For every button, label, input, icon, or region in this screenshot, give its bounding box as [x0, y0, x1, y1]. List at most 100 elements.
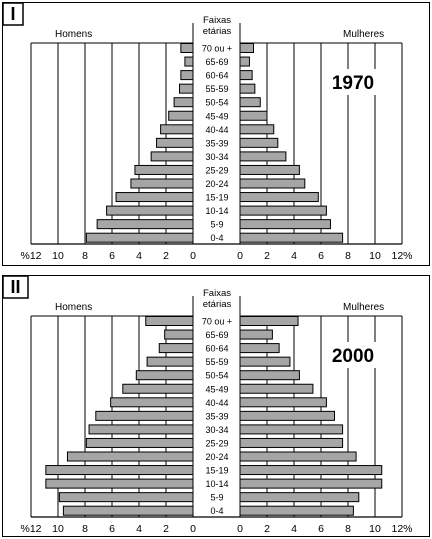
- bar-mulheres-40-44-2000: [239, 397, 327, 408]
- year-label-2000: 2000: [332, 346, 374, 367]
- category-label-45-49-2000: 45-49: [205, 384, 228, 394]
- center-header-line2-2000: etárias: [203, 299, 232, 310]
- tick-left-%12-1970: %12: [20, 250, 41, 262]
- bar-homens-35-39-2000: [95, 410, 194, 421]
- bar-homens-0-4-2000: [62, 505, 194, 516]
- left-header-2000: Homens: [55, 302, 92, 313]
- bar-mulheres-0-4-2000: [239, 505, 354, 516]
- bar-homens-10-14-2000: [45, 478, 194, 489]
- bar-homens-25-29-1970: [134, 164, 194, 175]
- tick-right-0-2000: 0: [237, 523, 243, 535]
- tick-left-8-1970: 8: [82, 250, 88, 262]
- bar-mulheres-35-39-1970: [239, 137, 279, 148]
- bar-homens-40-44-2000: [110, 397, 194, 408]
- tick-left-6-1970: 6: [109, 250, 115, 262]
- category-label-5-9-1970: 5-9: [210, 220, 223, 230]
- tick-left-8-2000: 8: [82, 523, 88, 535]
- category-label-0-4-1970: 0-4: [210, 233, 223, 243]
- left-header-1970: Homens: [55, 29, 92, 40]
- category-label-55-59-1970: 55-59: [205, 84, 228, 94]
- bar-homens-5-9-1970: [96, 219, 194, 230]
- pyramid-panel-2000: II Homens Mulheres Faixas etárias 2000 70 ou +…: [2, 275, 430, 537]
- bar-mulheres-65-69-1970: [239, 56, 250, 67]
- category-label-30-34-2000: 30-34: [205, 425, 228, 435]
- bar-homens-70 ou +-2000: [145, 316, 194, 326]
- bar-homens-20-24-2000: [66, 451, 194, 462]
- category-label-50-54-2000: 50-54: [205, 371, 228, 381]
- bar-mulheres-60-64-2000: [239, 343, 280, 354]
- bar-mulheres-60-64-1970: [239, 70, 253, 81]
- category-label-60-64-1970: 60-64: [205, 71, 228, 81]
- bar-mulheres-10-14-2000: [239, 478, 383, 489]
- bar-mulheres-30-34-1970: [239, 151, 287, 162]
- tick-right-2-1970: 2: [264, 250, 270, 262]
- category-label-10-14-2000: 10-14: [205, 479, 228, 489]
- category-label-40-44-2000: 40-44: [205, 398, 228, 408]
- bar-mulheres-45-49-2000: [239, 383, 314, 394]
- bar-homens-15-19-2000: [45, 465, 194, 476]
- category-label-15-19-2000: 15-19: [205, 466, 228, 476]
- bar-mulheres-70 ou +-2000: [239, 316, 299, 326]
- bar-mulheres-40-44-1970: [239, 124, 275, 135]
- bar-homens-50-54-1970: [173, 97, 194, 108]
- category-label-20-24-2000: 20-24: [205, 452, 228, 462]
- tick-right-10-1970: 10: [369, 250, 381, 262]
- bar-mulheres-20-24-1970: [239, 178, 306, 189]
- bar-homens-20-24-1970: [130, 178, 194, 189]
- right-header-2000: Mulheres: [343, 302, 384, 313]
- bar-homens-55-59-2000: [146, 356, 194, 367]
- category-label-10-14-1970: 10-14: [205, 206, 228, 216]
- tick-left-10-2000: 10: [52, 523, 64, 535]
- tick-right-10-2000: 10: [369, 523, 381, 535]
- tick-left-6-2000: 6: [109, 523, 115, 535]
- bar-homens-10-14-1970: [106, 205, 194, 216]
- category-label-60-64-2000: 60-64: [205, 344, 228, 354]
- tick-right-2-2000: 2: [264, 523, 270, 535]
- bar-mulheres-5-9-2000: [239, 492, 360, 503]
- tick-left-%12-2000: %12: [20, 523, 41, 535]
- bar-homens-60-64-1970: [180, 70, 194, 81]
- center-header-line1-2000: Faixas: [203, 288, 231, 299]
- bar-homens-70 ou +-1970: [180, 43, 194, 53]
- bar-homens-50-54-2000: [135, 370, 194, 381]
- category-label-55-59-2000: 55-59: [205, 357, 228, 367]
- category-label-35-39-1970: 35-39: [205, 138, 228, 148]
- year-label-bg-1970: [325, 69, 381, 95]
- tick-left-2-2000: 2: [163, 523, 169, 535]
- tick-left-2-1970: 2: [163, 250, 169, 262]
- tick-right-12%-1970: 12%: [391, 250, 412, 262]
- category-label-0-4-2000: 0-4: [210, 506, 223, 516]
- tick-right-8-2000: 8: [345, 523, 351, 535]
- bar-homens-65-69-2000: [164, 329, 194, 340]
- bar-mulheres-30-34-2000: [239, 424, 344, 435]
- bar-mulheres-70 ou +-1970: [239, 43, 254, 53]
- tick-right-6-1970: 6: [318, 250, 324, 262]
- bar-mulheres-0-4-1970: [239, 232, 344, 243]
- category-label-35-39-2000: 35-39: [205, 411, 228, 421]
- bar-homens-40-44-1970: [160, 124, 194, 135]
- category-label-70 ou +-1970: 70 ou +: [202, 44, 232, 54]
- bar-mulheres-15-19-1970: [239, 192, 319, 203]
- bar-mulheres-25-29-1970: [239, 164, 300, 175]
- tick-left-4-2000: 4: [136, 523, 142, 535]
- bar-homens-55-59-1970: [179, 83, 194, 94]
- tick-left-0-1970: 0: [190, 250, 196, 262]
- bar-homens-15-19-1970: [115, 192, 194, 203]
- center-header-line1-1970: Faixas: [203, 15, 231, 26]
- panel-label-1970: I: [10, 4, 15, 24]
- center-header-line2-1970: etárias: [203, 26, 232, 37]
- bar-homens-45-49-1970: [168, 110, 194, 121]
- category-label-70 ou +-2000: 70 ou +: [202, 317, 232, 327]
- right-header-1970: Mulheres: [343, 29, 384, 40]
- bar-mulheres-20-24-2000: [239, 451, 357, 462]
- tick-left-0-2000: 0: [190, 523, 196, 535]
- tick-right-4-1970: 4: [291, 250, 297, 262]
- bar-mulheres-25-29-2000: [239, 437, 344, 448]
- category-label-50-54-1970: 50-54: [205, 98, 228, 108]
- bar-homens-5-9-2000: [58, 492, 194, 503]
- bar-homens-65-69-1970: [184, 56, 194, 67]
- bar-homens-45-49-2000: [122, 383, 194, 394]
- bar-homens-0-4-1970: [85, 232, 194, 243]
